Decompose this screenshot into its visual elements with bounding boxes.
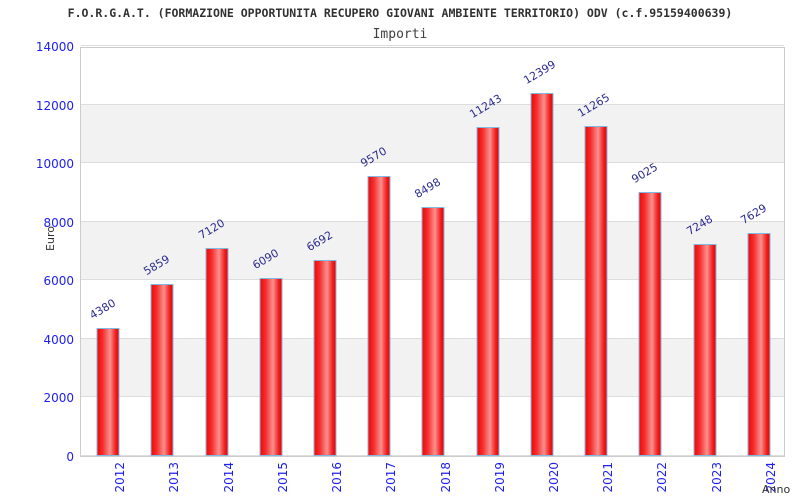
x-axis-tick-label: 2017 bbox=[384, 462, 399, 493]
gridline bbox=[81, 45, 784, 46]
bars-layer: 4380 5859 7120 6090 6692 9570 8498 11243 12399 11… bbox=[81, 48, 784, 456]
y-axis-tick-label: 8000 bbox=[43, 215, 74, 230]
bar[interactable] bbox=[584, 126, 608, 456]
bar[interactable] bbox=[367, 175, 391, 456]
bar[interactable] bbox=[693, 243, 717, 456]
bar-slot: 6692 bbox=[298, 48, 352, 456]
y-axis-tick-label: 6000 bbox=[43, 274, 74, 289]
bar[interactable] bbox=[259, 277, 283, 456]
background-band bbox=[81, 104, 784, 164]
bar-value-label: 9570 bbox=[358, 144, 390, 170]
bar[interactable] bbox=[747, 232, 771, 456]
bar-slot: 4380 bbox=[81, 48, 135, 456]
x-axis-tick-label: 2020 bbox=[546, 462, 561, 493]
bar-value-label: 11265 bbox=[575, 90, 613, 121]
bar[interactable] bbox=[638, 191, 662, 456]
x-axis-tick-label: 2013 bbox=[167, 462, 182, 493]
gridline bbox=[81, 162, 784, 164]
x-axis-tick-label: 2022 bbox=[655, 462, 670, 493]
y-axis-tick-label: 4000 bbox=[43, 332, 74, 347]
x-axis-tick-label: 2015 bbox=[275, 462, 290, 493]
bar-slot: 9570 bbox=[352, 48, 406, 456]
bar-slot: 5859 bbox=[135, 48, 189, 456]
bar-slot: 7120 bbox=[189, 48, 243, 456]
x-axis-tick-label: 2023 bbox=[709, 462, 724, 493]
bar-value-label: 11243 bbox=[467, 91, 504, 121]
y-axis-tick-label: 12000 bbox=[35, 98, 74, 113]
bar[interactable] bbox=[96, 327, 120, 456]
x-axis-tick-label: 2016 bbox=[330, 462, 345, 493]
bar-value-label: 6692 bbox=[304, 228, 336, 255]
bar[interactable] bbox=[530, 92, 554, 456]
y-axis-tick-label: 10000 bbox=[35, 157, 74, 172]
bar-value-label: 6090 bbox=[250, 246, 281, 272]
chart-subtitle: Importi bbox=[372, 27, 428, 42]
bar[interactable] bbox=[313, 260, 337, 456]
bar-slot: 11265 bbox=[569, 48, 623, 456]
y-axis-title: Euro bbox=[43, 226, 57, 251]
bar-slot: 8498 bbox=[406, 48, 460, 456]
x-axis-tick-label: 2012 bbox=[113, 462, 128, 493]
bar[interactable] bbox=[150, 284, 174, 456]
bar-value-label: 5859 bbox=[141, 252, 173, 279]
bar-value-label: 7120 bbox=[195, 215, 227, 242]
x-axis-title: Anno bbox=[762, 483, 791, 496]
bar-value-label: 4380 bbox=[87, 296, 119, 322]
bar-value-label: 9025 bbox=[629, 160, 661, 186]
bar[interactable] bbox=[476, 126, 500, 456]
bar-slot: 7629 bbox=[732, 48, 786, 456]
x-axis-tick-labels: 2012 2013 2014 2015 2016 2017 2018 2019 2020 2021… bbox=[80, 462, 785, 502]
x-axis-tick-label: 2014 bbox=[221, 462, 236, 493]
bar-slot: 12399 bbox=[515, 48, 569, 456]
bar-slot: 11243 bbox=[461, 48, 515, 456]
bar-value-label: 7629 bbox=[738, 201, 769, 227]
bar-value-label: 12399 bbox=[521, 57, 558, 87]
y-axis-tick-label: 14000 bbox=[35, 40, 74, 54]
x-axis-tick-label: 2018 bbox=[438, 462, 453, 493]
x-axis-tick-label: 2019 bbox=[492, 462, 507, 493]
chart-title: F.O.R.G.A.T. (FORMAZIONE OPPORTUNITA REC… bbox=[67, 6, 733, 20]
bar-value-label: 8498 bbox=[412, 175, 444, 202]
plot-area: 4380 5859 7120 6090 6692 9570 8498 11243 12399 11… bbox=[80, 45, 785, 457]
bar[interactable] bbox=[205, 247, 229, 456]
bar-slot: 7248 bbox=[678, 48, 732, 456]
bar-slot: 9025 bbox=[623, 48, 677, 456]
y-axis-tick-labels: 0 2000 4000 6000 8000 10000 12000 14000 bbox=[0, 0, 74, 500]
y-axis-tick-label: 2000 bbox=[43, 391, 74, 406]
y-axis-tick-label: 0 bbox=[66, 450, 74, 464]
bar-slot: 6090 bbox=[244, 48, 298, 456]
bar[interactable] bbox=[421, 207, 445, 456]
gridline bbox=[81, 103, 784, 105]
bar-value-label: 7248 bbox=[683, 212, 715, 238]
x-axis-tick-label: 2021 bbox=[601, 462, 616, 493]
